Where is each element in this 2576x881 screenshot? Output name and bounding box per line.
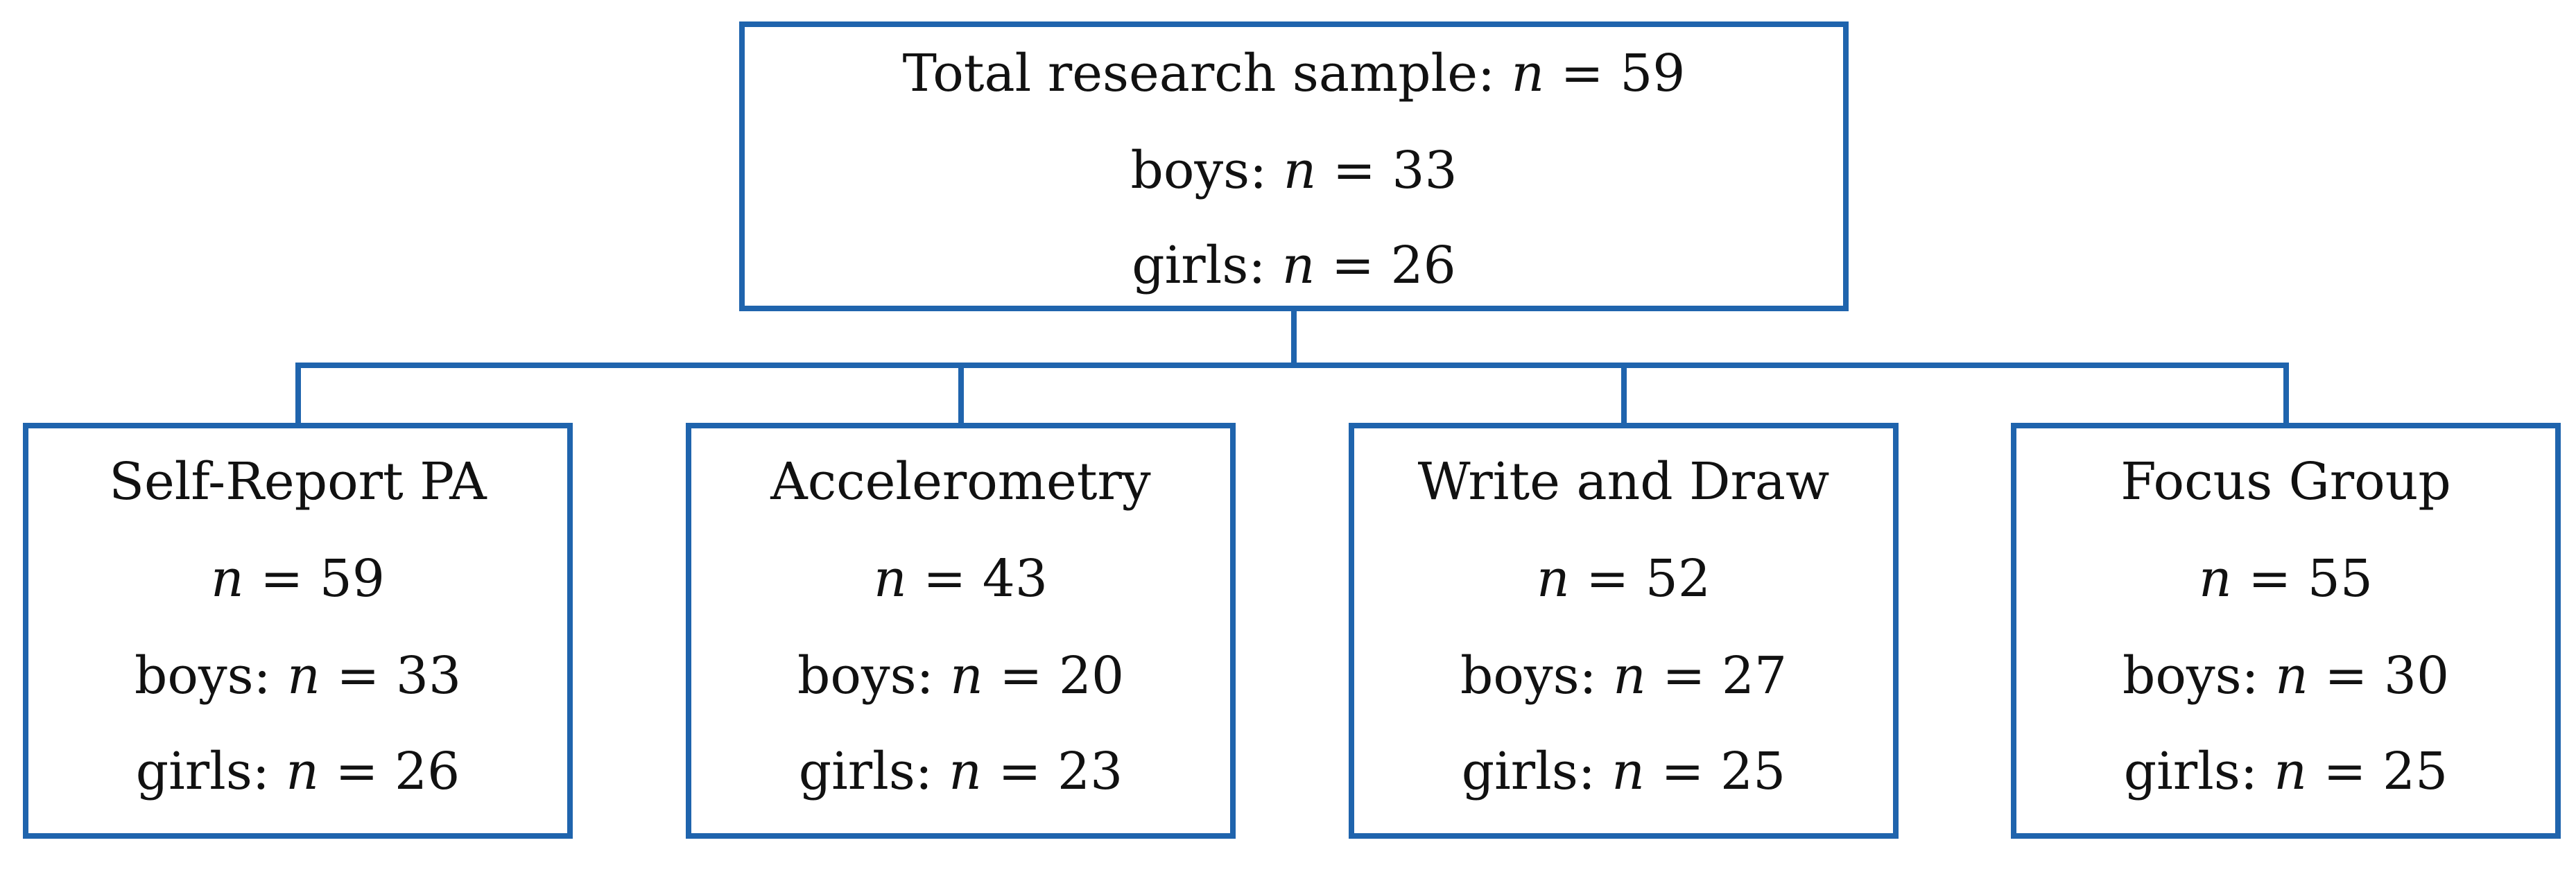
total-boys-value: 33	[1392, 141, 1458, 200]
girls-label: girls:	[2123, 742, 2258, 801]
equals-sign: =	[336, 646, 380, 706]
equals-sign: =	[2324, 646, 2368, 706]
equals-sign: =	[1331, 236, 1375, 295]
method-boys-line: boys: n = 33	[28, 650, 567, 701]
boys-label: boys:	[2122, 646, 2259, 706]
method-total-value: 55	[2307, 549, 2373, 609]
boys-label: boys:	[1130, 141, 1268, 200]
method-girls-value: 25	[2383, 742, 2448, 801]
method-name: Write and Draw	[1417, 452, 1830, 512]
method-total-line: n = 52	[1354, 553, 1893, 604]
method-box-accelerometry: Accelerometry n = 43 boys: n = 20 girls:…	[686, 423, 1236, 839]
n-symbol: n	[1283, 141, 1317, 200]
method-boys-value: 27	[1721, 646, 1788, 706]
method-box-focus-group: Focus Group n = 55 boys: n = 30 girls: n…	[2011, 423, 2561, 839]
method-total-line: n = 55	[2016, 553, 2555, 604]
equals-sign: =	[260, 549, 304, 609]
method-total-value: 59	[319, 549, 385, 609]
total-sample-title: Total research sample:	[902, 44, 1495, 103]
total-boys-line: boys: n = 33	[745, 145, 1843, 196]
n-symbol: n	[950, 646, 983, 706]
equals-sign: =	[2323, 742, 2367, 801]
n-symbol: n	[874, 549, 907, 609]
equals-sign: =	[2248, 549, 2292, 609]
equals-sign: =	[1586, 549, 1630, 609]
equals-sign: =	[1560, 44, 1604, 103]
total-sample-value: 59	[1620, 44, 1686, 103]
equals-sign: =	[999, 646, 1043, 706]
n-symbol: n	[211, 549, 244, 609]
n-symbol: n	[287, 646, 320, 706]
n-symbol: n	[2274, 742, 2307, 801]
n-symbol: n	[2275, 646, 2308, 706]
method-name: Focus Group	[2120, 452, 2451, 512]
total-girls-line: girls: n = 26	[745, 240, 1843, 291]
n-symbol: n	[1611, 742, 1645, 801]
method-girls-value: 25	[1720, 742, 1786, 801]
method-boys-value: 33	[395, 646, 462, 706]
girls-label: girls:	[798, 742, 933, 801]
method-total-line: n = 43	[691, 553, 1230, 604]
equals-sign: =	[923, 549, 967, 609]
method-name: Self-Report PA	[109, 452, 487, 512]
girls-label: girls:	[1132, 236, 1266, 295]
n-symbol: n	[1281, 236, 1315, 295]
method-box-write-and-draw: Write and Draw n = 52 boys: n = 27 girls…	[1349, 423, 1899, 839]
method-name: Accelerometry	[770, 452, 1151, 512]
boys-label: boys:	[797, 646, 934, 706]
method-girls-line: girls: n = 26	[28, 746, 567, 797]
total-girls-value: 26	[1390, 236, 1456, 295]
boys-label: boys:	[1460, 646, 1597, 706]
method-total-value: 52	[1645, 549, 1711, 609]
n-symbol: n	[1511, 44, 1545, 103]
equals-sign: =	[1661, 742, 1704, 801]
n-symbol: n	[1537, 549, 1570, 609]
method-girls-line: girls: n = 23	[691, 746, 1230, 797]
n-symbol: n	[949, 742, 982, 801]
equals-sign: =	[1332, 141, 1376, 200]
method-boys-line: boys: n = 27	[1354, 650, 1893, 701]
method-boys-line: boys: n = 20	[691, 650, 1230, 701]
method-girls-line: girls: n = 25	[2016, 746, 2555, 797]
equals-sign: =	[1662, 646, 1706, 706]
method-girls-value: 23	[1057, 742, 1123, 801]
equals-sign: =	[998, 742, 1041, 801]
n-symbol: n	[1613, 646, 1646, 706]
girls-label: girls:	[1461, 742, 1596, 801]
method-girls-value: 26	[395, 742, 460, 801]
equals-sign: =	[335, 742, 379, 801]
method-girls-line: girls: n = 25	[1354, 746, 1893, 797]
total-sample-box: Total research sample: n = 59 boys: n = …	[739, 21, 1849, 311]
method-boys-value: 30	[2383, 646, 2450, 706]
girls-label: girls:	[135, 742, 270, 801]
total-sample-line: Total research sample: n = 59	[745, 48, 1843, 99]
method-boys-value: 20	[1058, 646, 1125, 706]
n-symbol: n	[2199, 549, 2232, 609]
boys-label: boys:	[134, 646, 271, 706]
method-total-line: n = 59	[28, 553, 567, 604]
method-total-value: 43	[982, 549, 1048, 609]
method-box-self-report: Self-Report PA n = 59 boys: n = 33 girls…	[23, 423, 573, 839]
n-symbol: n	[286, 742, 319, 801]
method-boys-line: boys: n = 30	[2016, 650, 2555, 701]
